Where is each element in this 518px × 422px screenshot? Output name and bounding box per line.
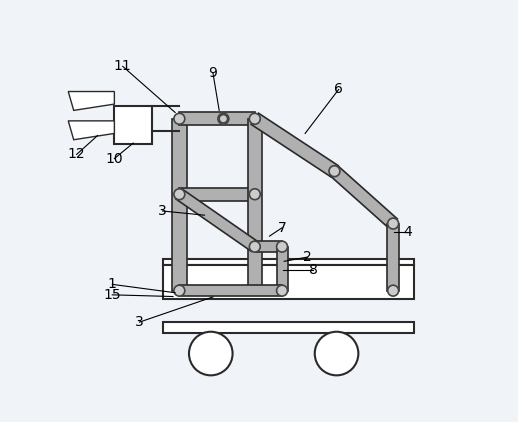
Polygon shape [172,119,187,291]
Text: 10: 10 [106,151,123,165]
Circle shape [189,332,233,375]
Polygon shape [68,121,114,140]
Circle shape [174,114,185,124]
Circle shape [219,115,227,123]
Circle shape [174,189,185,200]
Polygon shape [251,113,338,177]
Polygon shape [68,92,114,111]
Polygon shape [179,188,255,200]
Text: 4: 4 [404,225,412,239]
Circle shape [315,332,358,375]
Circle shape [277,285,287,296]
Text: 3: 3 [135,315,144,329]
Bar [163,322,414,333]
Text: 7: 7 [278,221,286,235]
Text: 12: 12 [68,147,85,161]
Circle shape [249,241,260,252]
Text: 11: 11 [114,60,132,73]
Polygon shape [179,285,282,296]
Bar [163,265,414,299]
Polygon shape [387,224,399,291]
Circle shape [329,166,340,177]
Bar [163,259,414,265]
Circle shape [174,285,185,296]
Polygon shape [176,189,258,252]
Circle shape [249,189,260,200]
Polygon shape [179,112,255,125]
Polygon shape [330,167,397,228]
Circle shape [277,241,287,252]
Circle shape [387,218,399,229]
Text: 6: 6 [334,82,343,96]
Polygon shape [248,119,262,291]
Circle shape [387,285,399,296]
Text: 3: 3 [158,204,167,218]
Text: 15: 15 [104,288,121,302]
Text: 2: 2 [303,250,312,264]
Circle shape [249,114,260,124]
Text: 8: 8 [309,262,318,277]
Polygon shape [255,241,282,252]
Text: 9: 9 [208,66,218,80]
Text: 1: 1 [108,277,117,291]
Polygon shape [277,246,287,291]
Bar [114,106,152,144]
Circle shape [218,114,229,124]
